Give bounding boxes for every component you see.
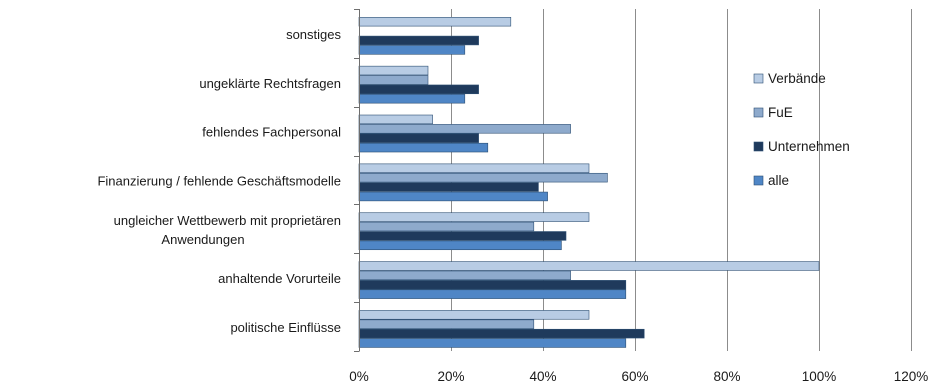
legend-swatch [753, 175, 764, 186]
bar-alle [358, 289, 627, 299]
bar-fue [358, 221, 535, 232]
bar-unternehmen [358, 35, 479, 46]
bar-unternehmen [358, 231, 567, 241]
legend-swatch [753, 73, 764, 84]
bar-verb-nde [358, 310, 590, 320]
bar-fue [358, 172, 608, 183]
bar-unternehmen [358, 133, 479, 143]
legend-label: FuE [768, 105, 793, 120]
axis [354, 9, 360, 352]
bar-unternehmen [358, 328, 645, 339]
category-label: Finanzierung / fehlende Geschäftsmodelle [97, 174, 341, 189]
bar-verb-nde [358, 261, 820, 271]
category-label: ungeklärte Rechtsfragen [199, 76, 341, 91]
bar-fue [358, 75, 429, 85]
x-tick-label: 100% [802, 369, 837, 384]
legend-swatch [753, 141, 764, 152]
bars [358, 16, 820, 348]
bar-fue [358, 124, 571, 134]
bar-alle [358, 191, 548, 202]
category-label: sonstiges [286, 27, 341, 42]
bar-verb-nde [358, 16, 512, 27]
x-tick-label: 40% [529, 369, 556, 384]
category-label: anhaltende Vorurteile [218, 271, 341, 286]
x-tick-label: 60% [621, 369, 648, 384]
bar-alle [358, 45, 466, 55]
bar-alle [358, 142, 489, 153]
legend-label: Verbände [768, 71, 826, 86]
legend-swatch [753, 107, 764, 118]
bar-unternehmen [358, 280, 627, 290]
category-labels: sonstiges ungeklärte Rechtsfragen fehlende… [97, 27, 341, 335]
legend: Verbände FuE Unternehmen alle [753, 71, 850, 188]
bar-unternehmen [358, 182, 539, 192]
bar-alle [358, 338, 627, 348]
bar-alle [358, 240, 562, 251]
x-tick-label: 120% [894, 369, 929, 384]
bar-unternehmen [358, 84, 479, 95]
legend-label: Unternehmen [768, 139, 850, 154]
category-label: fehlendes Fachpersonal [202, 125, 341, 140]
legend-label: alle [768, 173, 789, 188]
bar-alle [358, 94, 466, 104]
x-tick-label: 20% [437, 369, 464, 384]
category-label: ungleicher Wettbewerb mit proprietären An… [114, 213, 341, 247]
x-tick-label: 0% [349, 369, 369, 384]
bar-verb-nde [358, 114, 433, 125]
x-tick-label: 80% [713, 369, 740, 384]
bar-verb-nde [358, 65, 429, 76]
x-tick-labels: 0% 20% 40% 60% 80% 100% 120% [349, 369, 928, 384]
bar-fue [358, 270, 571, 281]
bar-verb-nde [358, 163, 590, 173]
category-label: politische Einflüsse [230, 320, 341, 335]
bar-verb-nde [358, 212, 590, 222]
bar-fue [358, 319, 535, 329]
